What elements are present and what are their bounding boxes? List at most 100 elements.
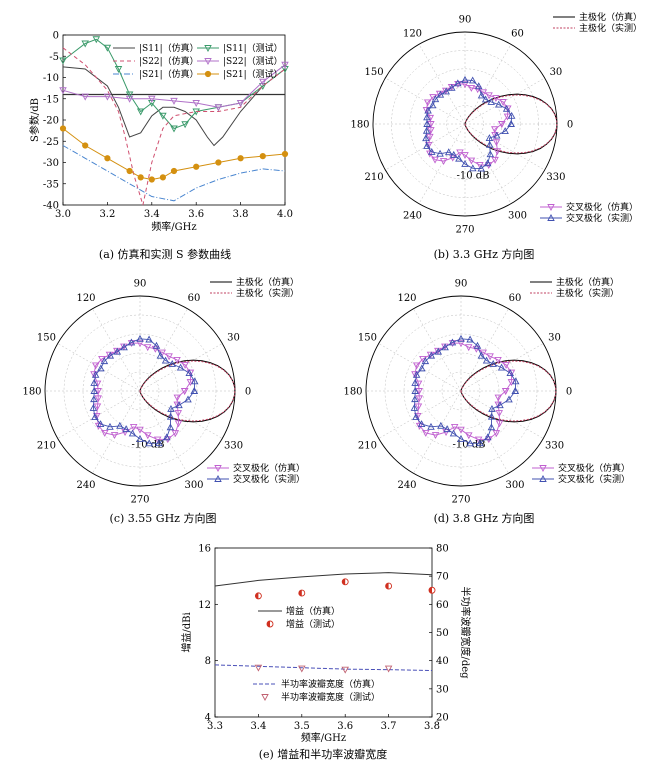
angle-label: 60 — [511, 29, 524, 40]
cross-pol-point — [91, 370, 100, 378]
data-point — [126, 167, 133, 175]
y2-tick-label: 70 — [436, 572, 449, 583]
cross-pol-point — [456, 149, 464, 157]
cross-pol-point — [90, 387, 98, 394]
cross-pol-point — [461, 152, 469, 160]
cross-pol-point — [467, 157, 476, 165]
cross-pol-point — [129, 423, 138, 431]
angle-label: 300 — [508, 210, 527, 221]
data-point — [193, 163, 200, 170]
cross-pol-point — [423, 120, 431, 127]
angle-label: 0 — [567, 120, 573, 131]
legend-label: 交叉极化（实测） — [558, 473, 630, 485]
cross-pol-curve — [413, 338, 517, 444]
cross-pol-point — [502, 104, 511, 112]
cross-pol-point — [121, 429, 129, 437]
cross-pol-point — [427, 422, 435, 430]
cross-pol-point — [427, 127, 435, 134]
legend-label: |S21|（仿真） — [139, 68, 199, 80]
cross-pol-point — [168, 360, 176, 367]
cross-pol-point — [427, 121, 435, 128]
legend-label: 主极化（仿真） — [236, 276, 299, 288]
cross-pol-point — [136, 426, 144, 434]
cross-pol-point — [96, 420, 105, 428]
cross-pol-point — [442, 429, 450, 437]
cross-pol-point — [113, 347, 122, 355]
data-point — [103, 44, 112, 52]
y-tick-label: 4 — [205, 713, 211, 724]
cross-pol-point — [449, 429, 458, 437]
legend-label: 交叉极化（仿真） — [566, 201, 638, 213]
cross-pol-point — [152, 341, 161, 349]
legend-label: 交叉极化（仿真） — [233, 462, 305, 474]
cross-pol-point — [511, 377, 520, 385]
data-point — [59, 57, 67, 65]
cross-pol-point — [156, 351, 165, 359]
cross-pol-point — [421, 357, 430, 365]
y2-tick-label: 30 — [436, 684, 449, 695]
y2-tick-label: 20 — [436, 713, 449, 724]
cross-pol-point — [190, 377, 199, 385]
cross-pol-point — [450, 150, 458, 158]
data-point — [125, 95, 134, 103]
angle-label: 270 — [451, 495, 470, 506]
data-point — [137, 174, 144, 181]
data-point — [82, 142, 89, 149]
cross-pol-point — [145, 335, 153, 343]
data-point — [81, 40, 89, 48]
cross-pol-point — [436, 90, 445, 98]
legend-label: 主极化（仿真） — [556, 276, 619, 288]
y-axis-label: 增益/dBi — [180, 612, 193, 652]
cross-pol-point — [427, 351, 436, 359]
cross-pol-point — [491, 156, 499, 164]
cross-pol-point — [488, 404, 496, 412]
data-point — [214, 104, 223, 112]
x-tick-label: 3.7 — [381, 721, 397, 732]
cross-pol-point — [487, 98, 496, 105]
polar-spoke — [460, 390, 509, 474]
cross-pol-point — [492, 139, 501, 147]
y-axis-label: S参数/dB — [28, 98, 41, 142]
gain-meas-point — [255, 592, 259, 599]
angle-label: 240 — [76, 480, 95, 491]
polar-chart: 0 30 60 90 120 150 180 210 240 270 300 330 -10 dB 主极化… — [350, 11, 642, 261]
chart-a: 3.0 3.2 3.4 3.6 3.8 4.0 0 -5 -10 -15 -20 -25 -30 -35 -… — [28, 31, 293, 262]
legend-marker — [267, 621, 270, 627]
cross-pol-point — [465, 432, 473, 440]
data-point — [259, 83, 267, 90]
data-point — [170, 97, 178, 105]
cross-pol-point — [507, 120, 515, 127]
legend-marker — [204, 70, 212, 78]
angle-label: 300 — [505, 480, 524, 491]
angle-label: 330 — [224, 441, 243, 452]
data-point — [159, 112, 167, 120]
data-point — [170, 125, 178, 133]
legend-marker — [539, 465, 547, 472]
cross-pol-point — [144, 432, 152, 440]
cross-pol-point — [436, 149, 444, 157]
legend-label: |S21|（测试） — [223, 68, 283, 80]
angle-label: 120 — [403, 29, 422, 40]
main-pol-lobe — [464, 94, 558, 154]
y-tick-label: -20 — [43, 116, 59, 127]
caption: (b) 3.3 GHz 方向图 — [434, 247, 535, 261]
cross-pol-point — [467, 84, 476, 92]
y-tick-label: -40 — [43, 201, 59, 212]
cross-pol-point — [502, 362, 510, 369]
cross-pol-point — [91, 413, 99, 420]
cross-pol-point — [481, 95, 490, 103]
cross-pol-point — [431, 432, 440, 439]
cross-pol-point — [492, 131, 501, 139]
cross-pol-point — [439, 158, 448, 166]
cross-pol-point — [457, 340, 465, 348]
cross-pol-point — [487, 412, 496, 420]
cross-pol-point — [476, 439, 484, 447]
polar-spoke — [139, 343, 223, 392]
x-tick-label: 3.5 — [294, 721, 310, 732]
data-point — [259, 78, 267, 86]
legend-label: |S11|（仿真） — [139, 42, 199, 54]
polar-spoke — [460, 390, 544, 439]
legend-marker — [214, 465, 222, 472]
cross-pol-point — [496, 401, 504, 409]
cross-pol-point — [477, 351, 486, 359]
